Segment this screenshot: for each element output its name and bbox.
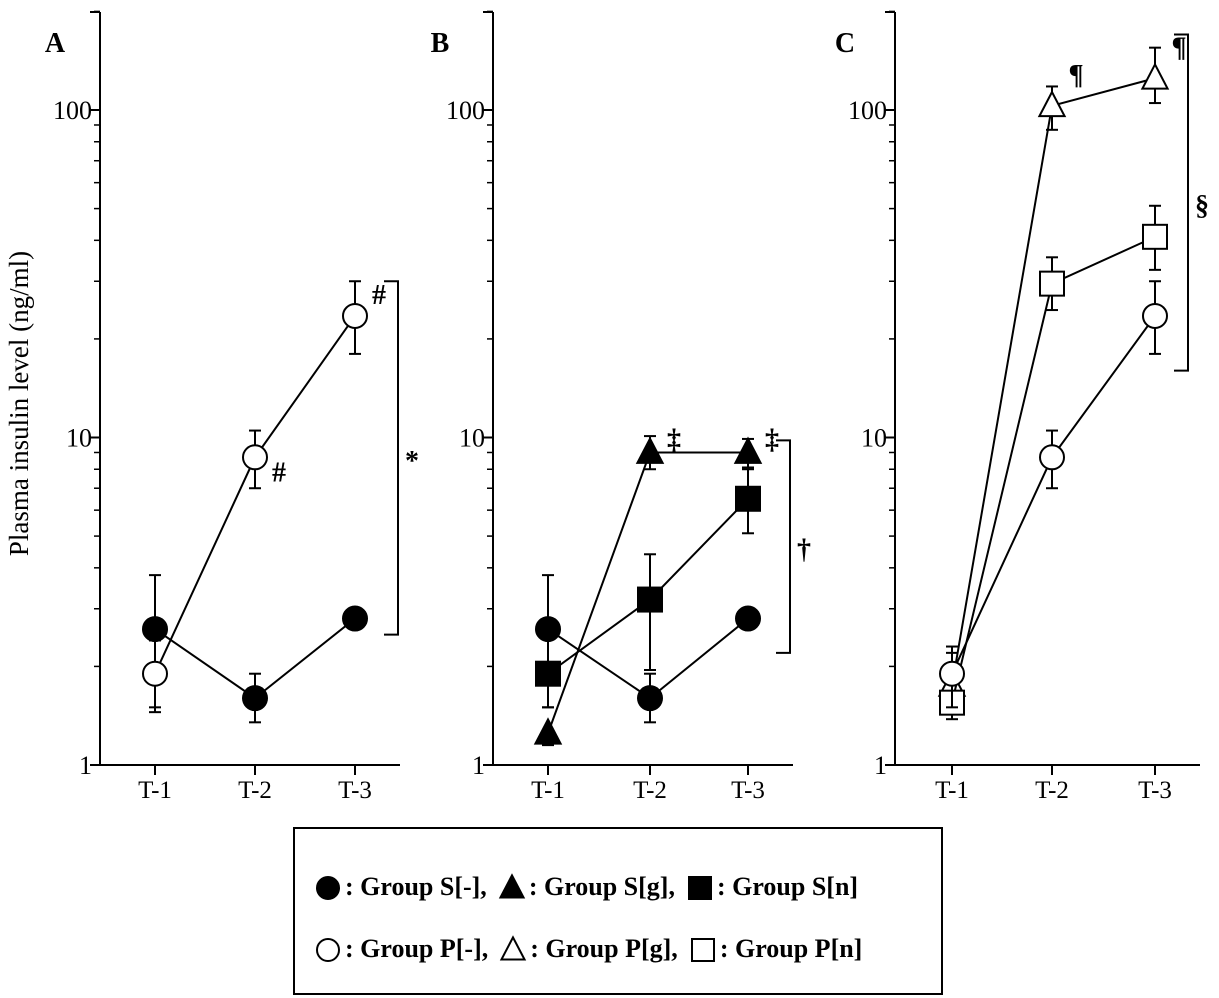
legend-circle-icon — [316, 938, 340, 962]
data-point-triangle — [733, 436, 763, 464]
data-point-square — [637, 586, 663, 613]
series-line — [951, 77, 1156, 686]
data-point-triangle — [635, 436, 665, 464]
panel-label: C — [835, 28, 855, 59]
data-point-triangle — [1140, 62, 1170, 90]
legend-square-icon — [687, 876, 712, 900]
legend-marker — [316, 938, 340, 962]
legend-triangle-icon — [500, 935, 527, 961]
data-point-circle — [535, 616, 561, 643]
legend-label: : Group S[n] — [716, 872, 859, 901]
series-group-p- — [939, 280, 1168, 709]
data-point-circle — [735, 605, 761, 632]
y-axis-label: Plasma insulin level (ng/ml) — [4, 251, 34, 556]
chart-panel-b: 1 10 100 T-1 T-2 T-3 B ‡ ‡ † — [431, 10, 811, 804]
y-tick-label: 100 — [446, 96, 485, 125]
y-tick-label: 1 — [79, 751, 92, 780]
significance-mark: # — [372, 280, 386, 311]
data-point-square — [1142, 223, 1168, 250]
legend-square-icon — [690, 938, 715, 962]
data-point-circle — [242, 685, 268, 712]
series-group-s- — [142, 574, 368, 724]
legend-marker — [690, 938, 715, 962]
panel-label: B — [431, 28, 450, 59]
y-tick-label: 10 — [459, 424, 485, 453]
legend-marker — [316, 876, 340, 900]
legend-marker — [498, 873, 526, 899]
y-tick-label: 10 — [861, 424, 887, 453]
data-point-circle — [342, 302, 368, 329]
series-group-s-n- — [535, 468, 761, 709]
x-tick-label: T-2 — [633, 777, 667, 804]
data-point-circle — [1039, 444, 1065, 471]
legend-item: : Group S[-], — [313, 872, 487, 902]
data-point-circle — [637, 685, 663, 712]
legend-item: : Group S[n] — [685, 872, 858, 902]
data-point-circle — [142, 616, 168, 643]
chart-panel-a: 1 10 100 T-1 T-2 T-3 A Plasma insulin level (ng… — [4, 10, 419, 804]
y-tick-label: 1 — [472, 751, 485, 780]
y-tick-label: 100 — [53, 96, 92, 125]
legend-triangle-icon — [498, 873, 526, 899]
significance-bracket — [1174, 33, 1189, 372]
bracket-label: † — [797, 535, 811, 566]
x-tick-label: T-3 — [1138, 777, 1172, 804]
x-tick-label: T-2 — [238, 777, 272, 804]
significance-bracket — [384, 280, 399, 636]
legend-circle-icon — [316, 876, 340, 900]
legend-row-p: : Group P[-], : Group P[g], : Group P[n] — [313, 929, 872, 969]
significance-mark: ¶ — [1171, 32, 1186, 63]
series-line — [154, 315, 356, 675]
y-tick-label: 100 — [848, 96, 887, 125]
significance-mark: ‡ — [667, 424, 681, 455]
legend-item: : Group S[g], — [497, 872, 675, 902]
legend-item: : Group P[n] — [688, 934, 863, 964]
legend-label: : Group P[g], — [530, 934, 678, 963]
chart-panel-c: 1 10 100 T-1 T-2 T-3 C ¶ ¶ § — [835, 10, 1209, 804]
significance-bracket — [776, 439, 791, 654]
x-tick-label: T-1 — [935, 777, 969, 804]
x-tick-label: T-1 — [531, 777, 565, 804]
bracket-label: * — [405, 446, 419, 477]
y-tick-label: 1 — [874, 751, 887, 780]
data-point-circle — [242, 444, 268, 471]
series-line — [951, 315, 1156, 675]
legend-marker — [687, 876, 712, 900]
data-point-circle — [342, 605, 368, 632]
significance-mark: ‡ — [765, 424, 779, 455]
x-tick-label: T-3 — [731, 777, 765, 804]
y-tick-label: 10 — [66, 424, 92, 453]
x-tick-label: T-1 — [138, 777, 172, 804]
data-point-square — [735, 485, 761, 512]
data-point-triangle — [1037, 89, 1067, 118]
legend-label: : Group P[n] — [719, 934, 863, 963]
x-tick-label: T-2 — [1035, 777, 1069, 804]
data-point-square — [1039, 270, 1065, 297]
series-group-s-g- — [533, 435, 763, 747]
data-point-circle — [939, 660, 965, 687]
data-point-circle — [1142, 302, 1168, 329]
series-group-p- — [142, 280, 368, 714]
legend-label: : Group P[-], — [345, 934, 489, 963]
series-line — [547, 498, 749, 675]
data-point-triangle — [533, 717, 563, 745]
legend-marker — [500, 935, 527, 961]
bracket-label: § — [1195, 191, 1209, 222]
data-point-circle — [142, 660, 168, 687]
legend: : Group S[-], : Group S[g], : Group S[n] :… — [293, 827, 943, 995]
legend-label: : Group S[-], — [345, 872, 487, 901]
legend-label: : Group S[g], — [528, 872, 675, 901]
panel-label: A — [45, 28, 66, 59]
x-tick-label: T-3 — [338, 777, 372, 804]
data-point-square — [535, 660, 561, 687]
legend-item: : Group P[-], — [313, 934, 488, 964]
significance-mark: # — [272, 457, 286, 488]
legend-row-s: : Group S[-], : Group S[g], : Group S[n] — [313, 867, 868, 907]
legend-item: : Group P[g], — [498, 934, 678, 964]
significance-mark: ¶ — [1068, 60, 1083, 91]
